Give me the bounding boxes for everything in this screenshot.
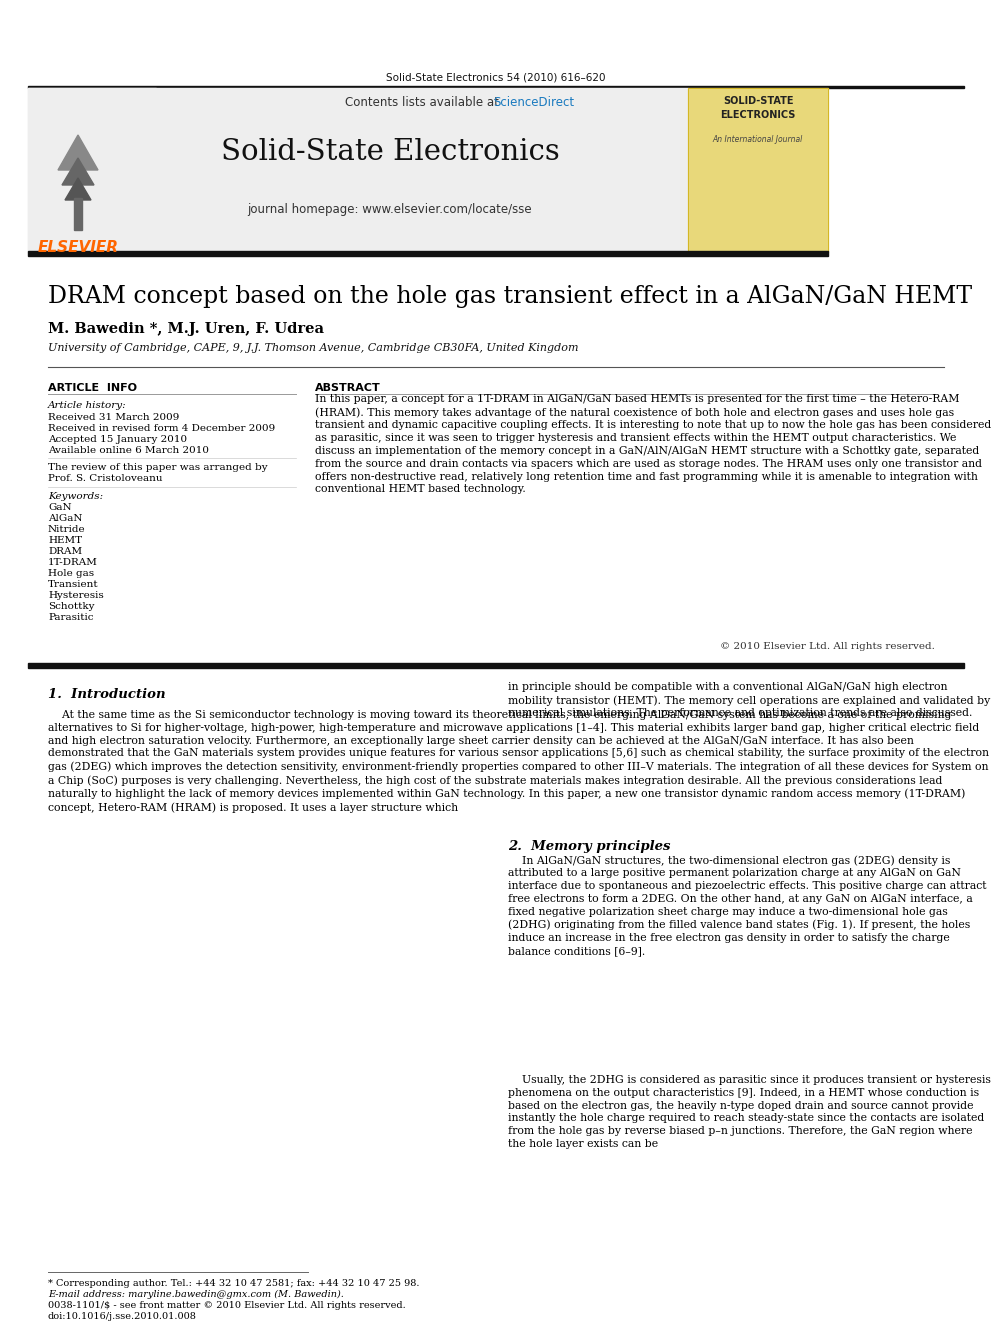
Text: 1.  Introduction: 1. Introduction — [48, 688, 166, 701]
Text: University of Cambridge, CAPE, 9, J.J. Thomson Avenue, Cambridge CB30FA, United : University of Cambridge, CAPE, 9, J.J. T… — [48, 343, 578, 353]
Text: Solid-State Electronics: Solid-State Electronics — [220, 138, 559, 165]
Text: 0038-1101/$ - see front matter © 2010 Elsevier Ltd. All rights reserved.: 0038-1101/$ - see front matter © 2010 El… — [48, 1301, 406, 1310]
Text: In AlGaN/GaN structures, the two-dimensional electron gas (2DEG) density is attr: In AlGaN/GaN structures, the two-dimensi… — [508, 855, 986, 957]
Bar — [28, 89, 688, 251]
Text: DRAM concept based on the hole gas transient effect in a AlGaN/GaN HEMT: DRAM concept based on the hole gas trans… — [48, 284, 972, 308]
Text: Hole gas: Hole gas — [48, 569, 94, 578]
Text: HEMT: HEMT — [48, 536, 82, 545]
Text: Keywords:: Keywords: — [48, 492, 103, 501]
Text: At the same time as the Si semiconductor technology is moving toward its theoret: At the same time as the Si semiconductor… — [48, 710, 989, 812]
Text: 1T-DRAM: 1T-DRAM — [48, 558, 98, 568]
Text: Contents lists available at: Contents lists available at — [345, 97, 499, 110]
Text: in principle should be compatible with a conventional AlGaN/GaN high electron mo: in principle should be compatible with a… — [508, 681, 990, 718]
Polygon shape — [65, 179, 91, 200]
Text: doi:10.1016/j.sse.2010.01.008: doi:10.1016/j.sse.2010.01.008 — [48, 1312, 196, 1320]
Text: Transient: Transient — [48, 579, 98, 589]
Text: 2.  Memory principles: 2. Memory principles — [508, 840, 671, 853]
Text: Hysteresis: Hysteresis — [48, 591, 104, 601]
Text: GaN: GaN — [48, 503, 71, 512]
Text: © 2010 Elsevier Ltd. All rights reserved.: © 2010 Elsevier Ltd. All rights reserved… — [720, 642, 935, 651]
Polygon shape — [58, 135, 98, 169]
Text: Accepted 15 January 2010: Accepted 15 January 2010 — [48, 435, 187, 445]
Bar — [688, 89, 828, 251]
Text: An International Journal: An International Journal — [713, 135, 804, 144]
Text: Solid-State Electronics 54 (2010) 616–620: Solid-State Electronics 54 (2010) 616–62… — [386, 71, 606, 82]
Bar — [28, 89, 156, 251]
Text: Received 31 March 2009: Received 31 March 2009 — [48, 413, 180, 422]
Text: E-mail address: maryline.bawedin@gmx.com (M. Bawedin).: E-mail address: maryline.bawedin@gmx.com… — [48, 1290, 344, 1299]
Text: Received in revised form 4 December 2009: Received in revised form 4 December 2009 — [48, 423, 275, 433]
Text: * Corresponding author. Tel.: +44 32 10 47 2581; fax: +44 32 10 47 25 98.: * Corresponding author. Tel.: +44 32 10 … — [48, 1279, 420, 1289]
Text: Parasitic: Parasitic — [48, 613, 93, 622]
Text: Usually, the 2DHG is considered as parasitic since it produces transient or hyst: Usually, the 2DHG is considered as paras… — [508, 1076, 991, 1148]
Text: ARTICLE  INFO: ARTICLE INFO — [48, 382, 137, 393]
Text: ScienceDirect: ScienceDirect — [493, 97, 574, 110]
Bar — [688, 89, 828, 251]
Text: journal homepage: www.elsevier.com/locate/sse: journal homepage: www.elsevier.com/locat… — [248, 204, 533, 217]
Text: ABSTRACT: ABSTRACT — [315, 382, 381, 393]
Bar — [28, 663, 964, 668]
Text: In this paper, a concept for a 1T-DRAM in AlGaN/GaN based HEMTs is presented for: In this paper, a concept for a 1T-DRAM i… — [315, 394, 991, 495]
Bar — [28, 251, 828, 255]
Text: AlGaN: AlGaN — [48, 515, 82, 523]
Text: Available online 6 March 2010: Available online 6 March 2010 — [48, 446, 209, 455]
Text: Prof. S. Cristoloveanu: Prof. S. Cristoloveanu — [48, 474, 163, 483]
Text: ELSEVIER: ELSEVIER — [38, 239, 118, 255]
Bar — [74, 198, 82, 230]
Text: Nitride: Nitride — [48, 525, 85, 534]
Text: SOLID-STATE
ELECTRONICS: SOLID-STATE ELECTRONICS — [720, 97, 796, 119]
Bar — [28, 86, 964, 89]
Text: Article history:: Article history: — [48, 401, 127, 410]
Text: Schottky: Schottky — [48, 602, 94, 611]
Text: The review of this paper was arranged by: The review of this paper was arranged by — [48, 463, 268, 472]
Text: DRAM: DRAM — [48, 546, 82, 556]
Text: M. Bawedin *, M.J. Uren, F. Udrea: M. Bawedin *, M.J. Uren, F. Udrea — [48, 321, 324, 336]
Polygon shape — [62, 157, 94, 185]
